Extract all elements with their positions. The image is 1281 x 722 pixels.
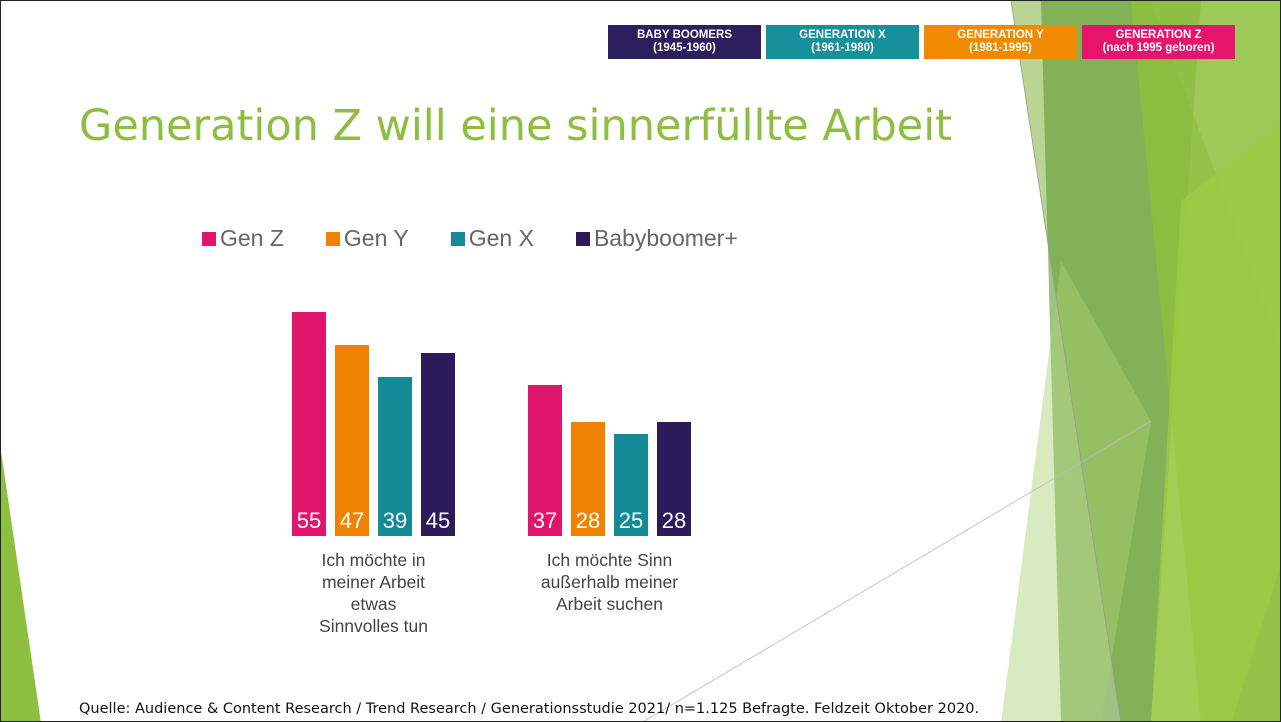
legend-swatch — [325, 231, 340, 246]
generation-header: BABY BOOMERS (1945-1960) GENERATION X (1961… — [608, 25, 1235, 59]
generation-name: GENERATION X — [799, 29, 886, 41]
value-label: 28 — [575, 507, 601, 533]
legend-swatch — [575, 231, 590, 246]
generation-name: GENERATION Y — [957, 29, 1044, 41]
legend-entry: Gen Z — [202, 225, 284, 252]
generation-box: GENERATION Z (nach 1995 geboren) — [1082, 25, 1235, 59]
value-label: 39 — [382, 507, 408, 533]
generation-box: GENERATION X (1961-1980) — [766, 25, 919, 59]
bar: 28 — [571, 422, 605, 536]
value-label: 37 — [532, 507, 558, 533]
legend-label: Gen Y — [343, 225, 409, 251]
bar: 37 — [528, 385, 562, 536]
generation-years: (1945-1960) — [653, 42, 716, 54]
bar: 47 — [335, 344, 369, 536]
value-label: 25 — [618, 508, 644, 533]
legend-label: Babyboomer+ — [593, 225, 738, 251]
generation-name: BABY BOOMERS — [637, 29, 732, 41]
source-note: Quelle: Audience & Content Research / Tr… — [79, 701, 980, 717]
generation-box: GENERATION Y (1981-1995) — [924, 25, 1077, 59]
value-label: 55 — [296, 507, 322, 533]
generation-name: GENERATION Z — [1115, 29, 1202, 41]
bar: 25 — [614, 434, 648, 536]
generation-years: (1961-1980) — [811, 42, 874, 54]
legend-label: Gen X — [468, 225, 534, 251]
bar: 39 — [378, 377, 412, 536]
legend: Gen Z Gen Y Gen X Babyboomer+ — [202, 225, 738, 252]
category-label: Ich möchte in meiner Arbeit etwas Sinnvo… — [319, 550, 428, 636]
legend-entry: Babyboomer+ — [575, 225, 738, 252]
value-label: 28 — [661, 507, 687, 533]
category-label: Ich möchte Sinn außerhalb meiner Arbeit … — [540, 550, 679, 614]
generation-years: (1981-1995) — [969, 42, 1032, 54]
value-label: 45 — [425, 507, 451, 533]
generation-years: (nach 1995 geboren) — [1102, 42, 1215, 54]
bar: 55 — [292, 312, 326, 536]
legend-label: Gen Z — [220, 225, 284, 251]
legend-entry: Gen Y — [325, 225, 409, 252]
bar: 45 — [421, 352, 455, 536]
legend-swatch — [450, 231, 465, 246]
legend-swatch — [202, 231, 216, 246]
legend-entry: Gen X — [450, 225, 534, 252]
value-label: 47 — [339, 507, 365, 533]
bar: 28 — [657, 422, 691, 536]
generation-box: BABY BOOMERS (1945-1960) — [608, 25, 761, 59]
chart-title: Generation Z will eine sinnerfüllte Arbe… — [79, 101, 953, 151]
